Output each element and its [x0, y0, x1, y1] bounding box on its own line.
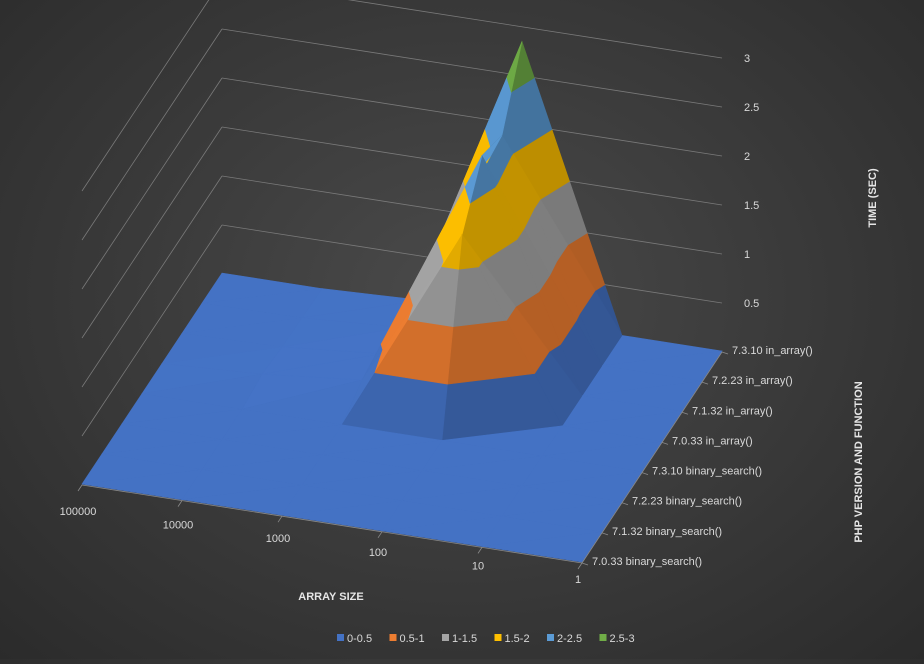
gridline [81, 28, 223, 241]
y-tick-label: 7.1.32 binary_search() [612, 526, 722, 538]
x-tick [577, 562, 583, 570]
legend-swatch [599, 634, 607, 641]
gridline [347, 0, 723, 59]
surface-patch [481, 531, 603, 563]
y-tick [581, 562, 589, 566]
gridline [81, 126, 223, 339]
legend-label: 1.5-2 [505, 633, 530, 645]
z-axis-title: TIME (SEC) [867, 168, 879, 228]
x-tick-label: 100 [369, 547, 387, 559]
surface-patch [181, 484, 303, 516]
legend-label: 0.5-1 [400, 633, 425, 645]
x-tick-label: 10 [472, 560, 484, 572]
surface-patch [441, 234, 463, 270]
legend-label: 2-2.5 [557, 633, 582, 645]
x-tick-label: 1000 [266, 533, 290, 545]
y-tick-label: 7.2.23 binary_search() [632, 496, 742, 508]
z-tick-label: 2.5 [744, 102, 759, 114]
legend-swatch [337, 634, 344, 641]
y-tick-label: 7.0.33 binary_search() [592, 556, 702, 568]
y-tick-label: 7.0.33 in_array() [672, 435, 753, 447]
legend-swatch [547, 634, 554, 641]
x-axis-title: ARRAY SIZE [298, 591, 363, 603]
z-tick-label: 1.5 [744, 200, 759, 212]
x-tick [77, 484, 83, 492]
x-tick-label: 100000 [60, 506, 97, 518]
legend-swatch [494, 634, 502, 641]
y-tick [681, 411, 689, 415]
x-tick [477, 547, 483, 554]
z-tick-label: 3 [744, 53, 750, 65]
y-tick-label: 7.3.10 binary_search() [652, 466, 762, 478]
x-tick [277, 515, 283, 523]
gridline [81, 175, 223, 388]
x-tick [377, 531, 383, 539]
gridline [81, 224, 223, 437]
legend-label: 2.5-3 [610, 633, 635, 645]
legend-swatch [442, 634, 449, 641]
y-tick [661, 442, 669, 445]
x-tick-label: 10000 [163, 520, 194, 532]
y-tick [641, 472, 649, 475]
gridline [221, 77, 723, 157]
x-tick-label: 1 [575, 574, 581, 586]
surface-patch [81, 469, 203, 500]
legend-label: 1-1.5 [452, 633, 477, 645]
y-axis-line [581, 351, 723, 564]
y-axis-title: PHP VERSION AND FUNCTION [853, 381, 865, 542]
y-tick-label: 7.1.32 in_array() [692, 405, 773, 417]
gridline [221, 28, 723, 108]
legend-label: 0-0.5 [347, 633, 372, 645]
z-tick-label: 0.5 [744, 298, 759, 310]
x-axis-line [81, 484, 583, 564]
surface-patch [381, 515, 503, 547]
y-tick [701, 381, 709, 385]
y-tick [601, 532, 609, 536]
z-tick-label: 1 [744, 249, 750, 261]
y-tick-label: 7.3.10 in_array() [732, 345, 813, 357]
z-tick-label: 2 [744, 151, 750, 163]
gridline [81, 0, 210, 192]
legend-swatch [389, 634, 397, 641]
x-tick [177, 500, 183, 507]
y-tick [621, 502, 629, 506]
surface-patch [506, 41, 523, 94]
y-tick [721, 351, 729, 355]
y-tick-label: 7.2.23 in_array() [712, 375, 793, 387]
surface-patch [281, 500, 403, 532]
gridline [81, 77, 223, 290]
surface-patch [464, 155, 483, 205]
